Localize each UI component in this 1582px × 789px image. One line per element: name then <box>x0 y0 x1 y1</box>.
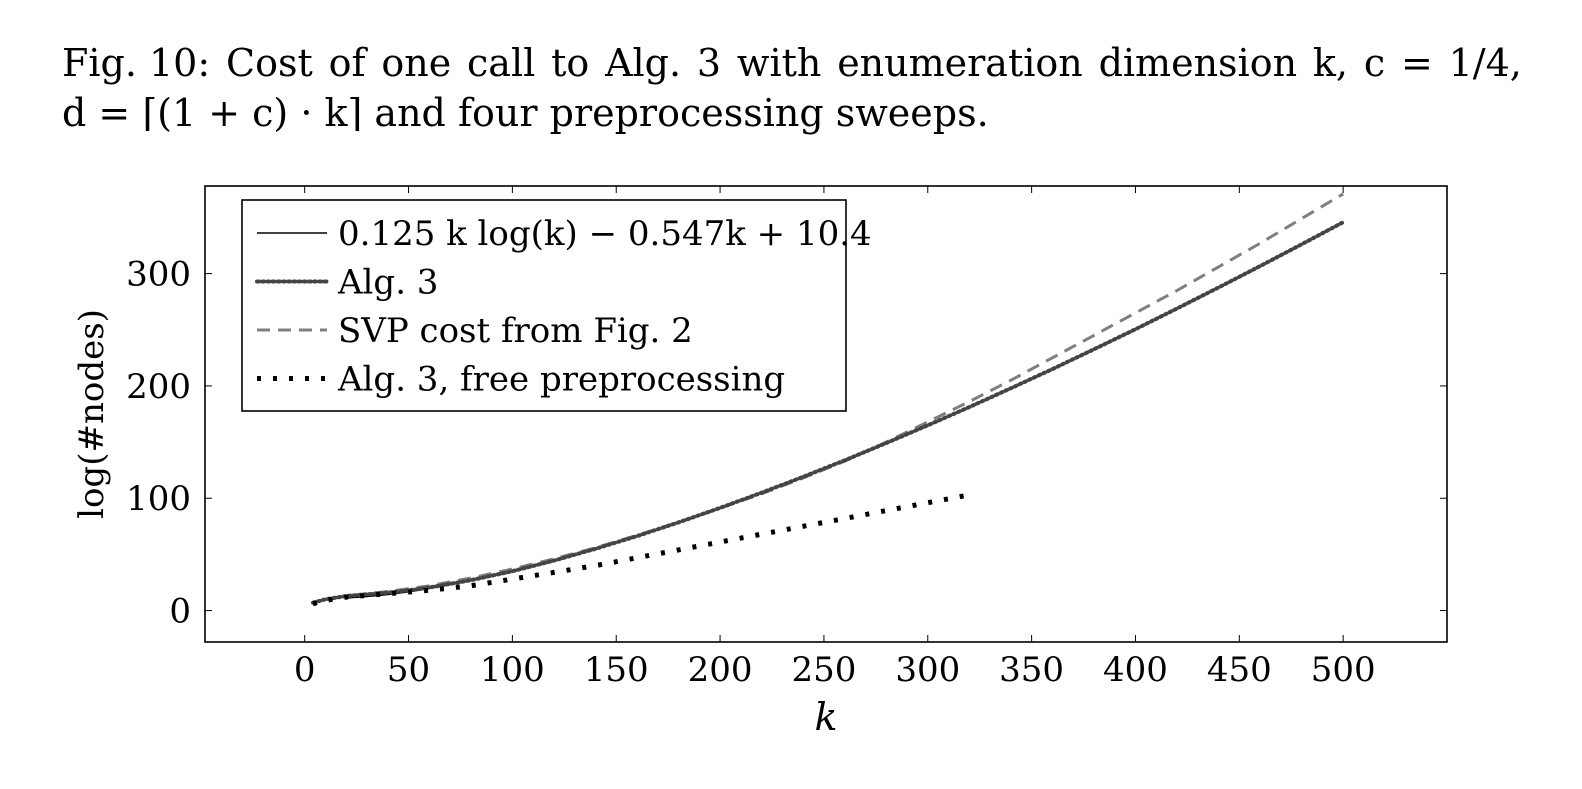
x-tick-label: 150 <box>584 650 649 690</box>
y-tick-label: 200 <box>126 367 191 407</box>
x-tick-label: 100 <box>480 650 545 690</box>
x-tick-label: 500 <box>1311 650 1376 690</box>
caption-word: to <box>551 41 590 85</box>
legend-label: SVP cost from Fig. 2 <box>338 311 693 351</box>
caption-word: of <box>328 41 366 85</box>
legend-box <box>241 199 847 412</box>
x-tick-label: 200 <box>688 650 753 690</box>
caption-word: k, <box>1312 41 1348 85</box>
caption-line-1: Fig. 10: Cost of one call to Alg. 3 with enumerat… <box>62 38 1522 88</box>
caption-word: dimension <box>1098 41 1298 85</box>
x-tick-label: 0 <box>294 650 316 690</box>
x-tick-label: 400 <box>1103 650 1168 690</box>
series-line <box>311 220 1346 605</box>
caption-line-2: d = ⌈(1 + c) · k⌉ and four preprocessing… <box>62 91 989 135</box>
y-tick-label: 100 <box>126 479 191 519</box>
x-tick-label: 50 <box>387 650 430 690</box>
x-tick-label: 250 <box>791 650 856 690</box>
caption-word: 1/4, <box>1448 41 1522 85</box>
caption-word: c <box>1363 41 1386 85</box>
caption-word: call <box>467 41 536 85</box>
series-layer <box>311 192 1346 607</box>
caption-word: enumeration <box>837 41 1083 85</box>
caption-word: Fig. 10: <box>62 41 211 85</box>
legend-label: Alg. 3, free preprocessing <box>337 360 785 400</box>
axis-ticks <box>205 186 1447 642</box>
caption-word: 3 <box>696 41 722 85</box>
x-tick-label: 450 <box>1207 650 1272 690</box>
plot-frame <box>204 185 1448 643</box>
tick-labels: 0 50 100 150 200 250 300 350 400 450 500 0 100 200 300 <box>126 255 1376 690</box>
caption-word: = <box>1400 41 1433 85</box>
x-axis-label: k <box>814 695 837 739</box>
y-tick-label: 300 <box>126 255 191 295</box>
series-line <box>312 492 970 607</box>
caption-word: Cost <box>226 41 313 85</box>
legend-label: 0.125 k log(k) − 0.547k + 10.4 <box>338 214 872 254</box>
caption-word: Alg. <box>605 41 682 85</box>
figure-caption: Fig. 10: Cost of one call to Alg. 3 with enumerat… <box>62 38 1522 138</box>
legend: 0.125 k log(k) − 0.547k + 10.4 Alg. 3 SVP … <box>241 199 872 412</box>
x-tick-label: 350 <box>999 650 1064 690</box>
legend-label: Alg. 3 <box>337 263 438 303</box>
caption-word: one <box>381 41 452 85</box>
caption-word: with <box>736 41 822 85</box>
y-tick-label: 0 <box>169 592 191 632</box>
x-tick-label: 300 <box>895 650 960 690</box>
y-axis-label: log(#nodes) <box>72 309 112 519</box>
